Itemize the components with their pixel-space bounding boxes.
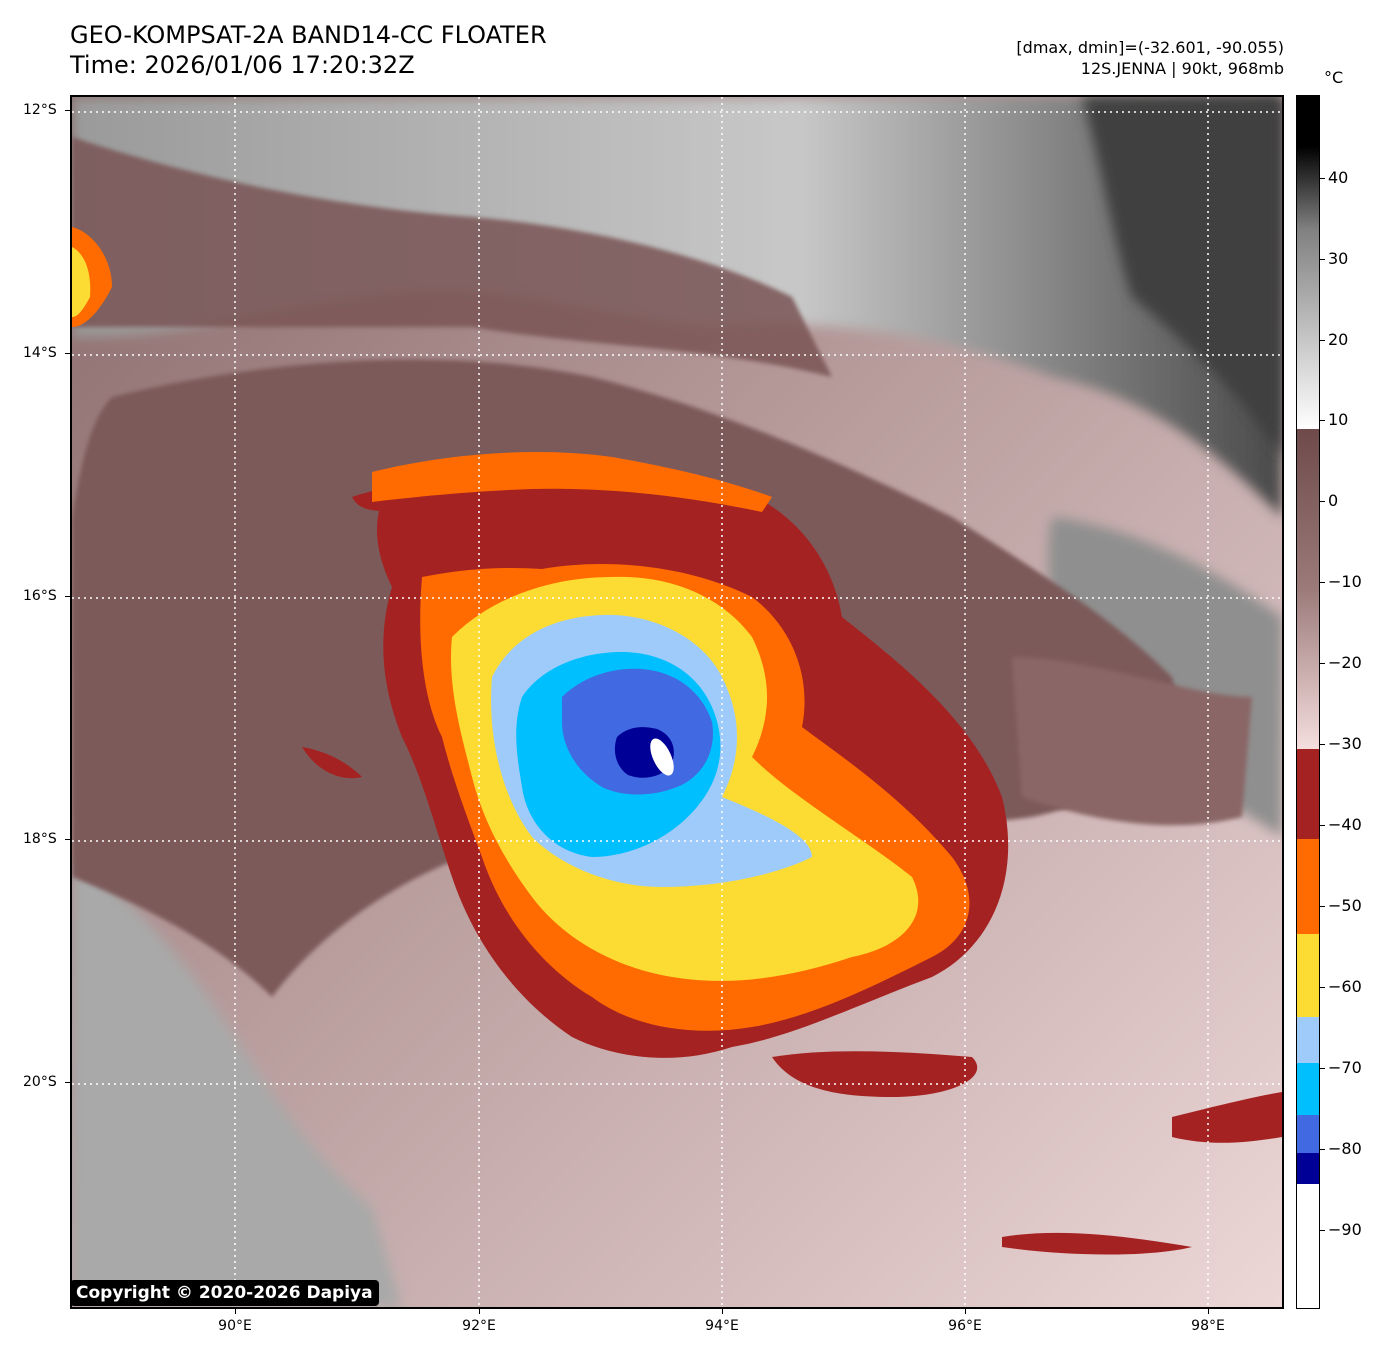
range-text: [dmax, dmin]=(-32.601, -90.055) bbox=[1016, 38, 1284, 57]
colorbar-label-minus90: −90 bbox=[1328, 1220, 1362, 1239]
lon-label-98e: 98°E bbox=[1191, 1318, 1225, 1334]
graticule bbox=[72, 97, 1282, 1307]
colorbar-tick bbox=[1320, 663, 1325, 664]
ir-imagery bbox=[72, 97, 1282, 1307]
lon-label-92e: 92°E bbox=[462, 1318, 496, 1334]
lon-tick bbox=[722, 1309, 723, 1314]
colorbar-label-minus80: −80 bbox=[1328, 1139, 1362, 1158]
colorbar-cyan bbox=[1297, 1063, 1319, 1115]
lat-tick bbox=[65, 353, 70, 354]
grey-region-southwest bbox=[72, 857, 402, 1307]
lat-label-14s: 14°S bbox=[23, 345, 57, 361]
lon-label-90e: 90°E bbox=[218, 1318, 252, 1334]
lat-tick bbox=[65, 110, 70, 111]
colorbar-label-0: 0 bbox=[1328, 491, 1339, 510]
satellite-image bbox=[70, 95, 1284, 1309]
colorbar-label-minus40: −40 bbox=[1328, 815, 1362, 834]
figure-meta: [dmax, dmin]=(-32.601, -90.055) 12S.JENN… bbox=[1016, 37, 1284, 79]
band-southeast bbox=[1172, 1092, 1282, 1143]
lat-label-12s: 12°S bbox=[23, 102, 57, 118]
colorbar-tick bbox=[1320, 1230, 1325, 1231]
colorbar-tick bbox=[1320, 987, 1325, 988]
cloud-band-north bbox=[72, 137, 832, 377]
colorbar-yellow bbox=[1297, 934, 1319, 1017]
title-line-time: Time: 2026/01/06 17:20:32Z bbox=[70, 51, 415, 79]
colorbar-tick bbox=[1320, 906, 1325, 907]
colorbar-label-20: 20 bbox=[1328, 330, 1349, 349]
title-line-product: GEO-KOMPSAT-2A BAND14-CC FLOATER bbox=[70, 21, 547, 49]
lon-label-96e: 96°E bbox=[948, 1318, 982, 1334]
convection-west-core bbox=[72, 247, 91, 317]
colorbar-label-30: 30 bbox=[1328, 249, 1349, 268]
colorbar-navy bbox=[1297, 1153, 1319, 1184]
lat-tick bbox=[65, 1082, 70, 1083]
colorbar-unit: °C bbox=[1324, 68, 1344, 87]
spiral-band-orange bbox=[372, 452, 772, 512]
colorbar-tick bbox=[1320, 1149, 1325, 1150]
figure-title: GEO-KOMPSAT-2A BAND14-CC FLOATER Time: 2… bbox=[70, 20, 547, 80]
lon-tick bbox=[235, 1309, 236, 1314]
colorbar-gradient bbox=[1297, 96, 1319, 1308]
colorbar-dark-red bbox=[1297, 749, 1319, 839]
colorbar-tick bbox=[1320, 1068, 1325, 1069]
lat-label-20s: 20°S bbox=[23, 1074, 57, 1090]
colorbar-tick bbox=[1320, 582, 1325, 583]
storm-text: 12S.JENNA | 90kt, 968mb bbox=[1080, 59, 1284, 78]
lon-tick bbox=[1208, 1309, 1209, 1314]
colorbar-tick bbox=[1320, 420, 1325, 421]
colorbar-label-40: 40 bbox=[1328, 168, 1349, 187]
colorbar-label-minus50: −50 bbox=[1328, 896, 1362, 915]
dark-region-northeast bbox=[1082, 97, 1282, 457]
lat-label-18s: 18°S bbox=[23, 831, 57, 847]
band-south-1 bbox=[772, 1051, 978, 1097]
colorbar-label-minus30: −30 bbox=[1328, 734, 1362, 753]
eye-cold-top bbox=[650, 738, 674, 776]
colorbar-tick bbox=[1320, 825, 1325, 826]
lon-label-94e: 94°E bbox=[705, 1318, 739, 1334]
colorbar-tick bbox=[1320, 744, 1325, 745]
colorbar-tick bbox=[1320, 259, 1325, 260]
lon-tick bbox=[479, 1309, 480, 1314]
lon-tick bbox=[965, 1309, 966, 1314]
colorbar-tick bbox=[1320, 501, 1325, 502]
cloud-band-east bbox=[1012, 657, 1252, 826]
colorbar-label-minus20: −20 bbox=[1328, 653, 1362, 672]
colorbar-tick bbox=[1320, 178, 1325, 179]
fleck-west bbox=[302, 747, 362, 779]
colorbar-label-minus70: −70 bbox=[1328, 1058, 1362, 1077]
colorbar-tick bbox=[1320, 340, 1325, 341]
colorbar-label-minus10: −10 bbox=[1328, 572, 1362, 591]
colorbar-light-blue bbox=[1297, 1017, 1319, 1063]
lat-tick bbox=[65, 596, 70, 597]
colorbar-label-minus60: −60 bbox=[1328, 977, 1362, 996]
colorbar bbox=[1296, 95, 1320, 1309]
colorbar-white bbox=[1297, 1184, 1319, 1308]
band-south-2 bbox=[1002, 1232, 1192, 1255]
lat-label-16s: 16°S bbox=[23, 588, 57, 604]
colorbar-grey-segment bbox=[1297, 96, 1319, 429]
lat-tick bbox=[65, 839, 70, 840]
colorbar-brown-segment bbox=[1297, 429, 1319, 749]
colorbar-royal-blue bbox=[1297, 1115, 1319, 1153]
colorbar-orange bbox=[1297, 839, 1319, 934]
colorbar-label-10: 10 bbox=[1328, 410, 1349, 429]
copyright-badge: Copyright © 2020-2026 Dapiya bbox=[70, 1280, 379, 1306]
